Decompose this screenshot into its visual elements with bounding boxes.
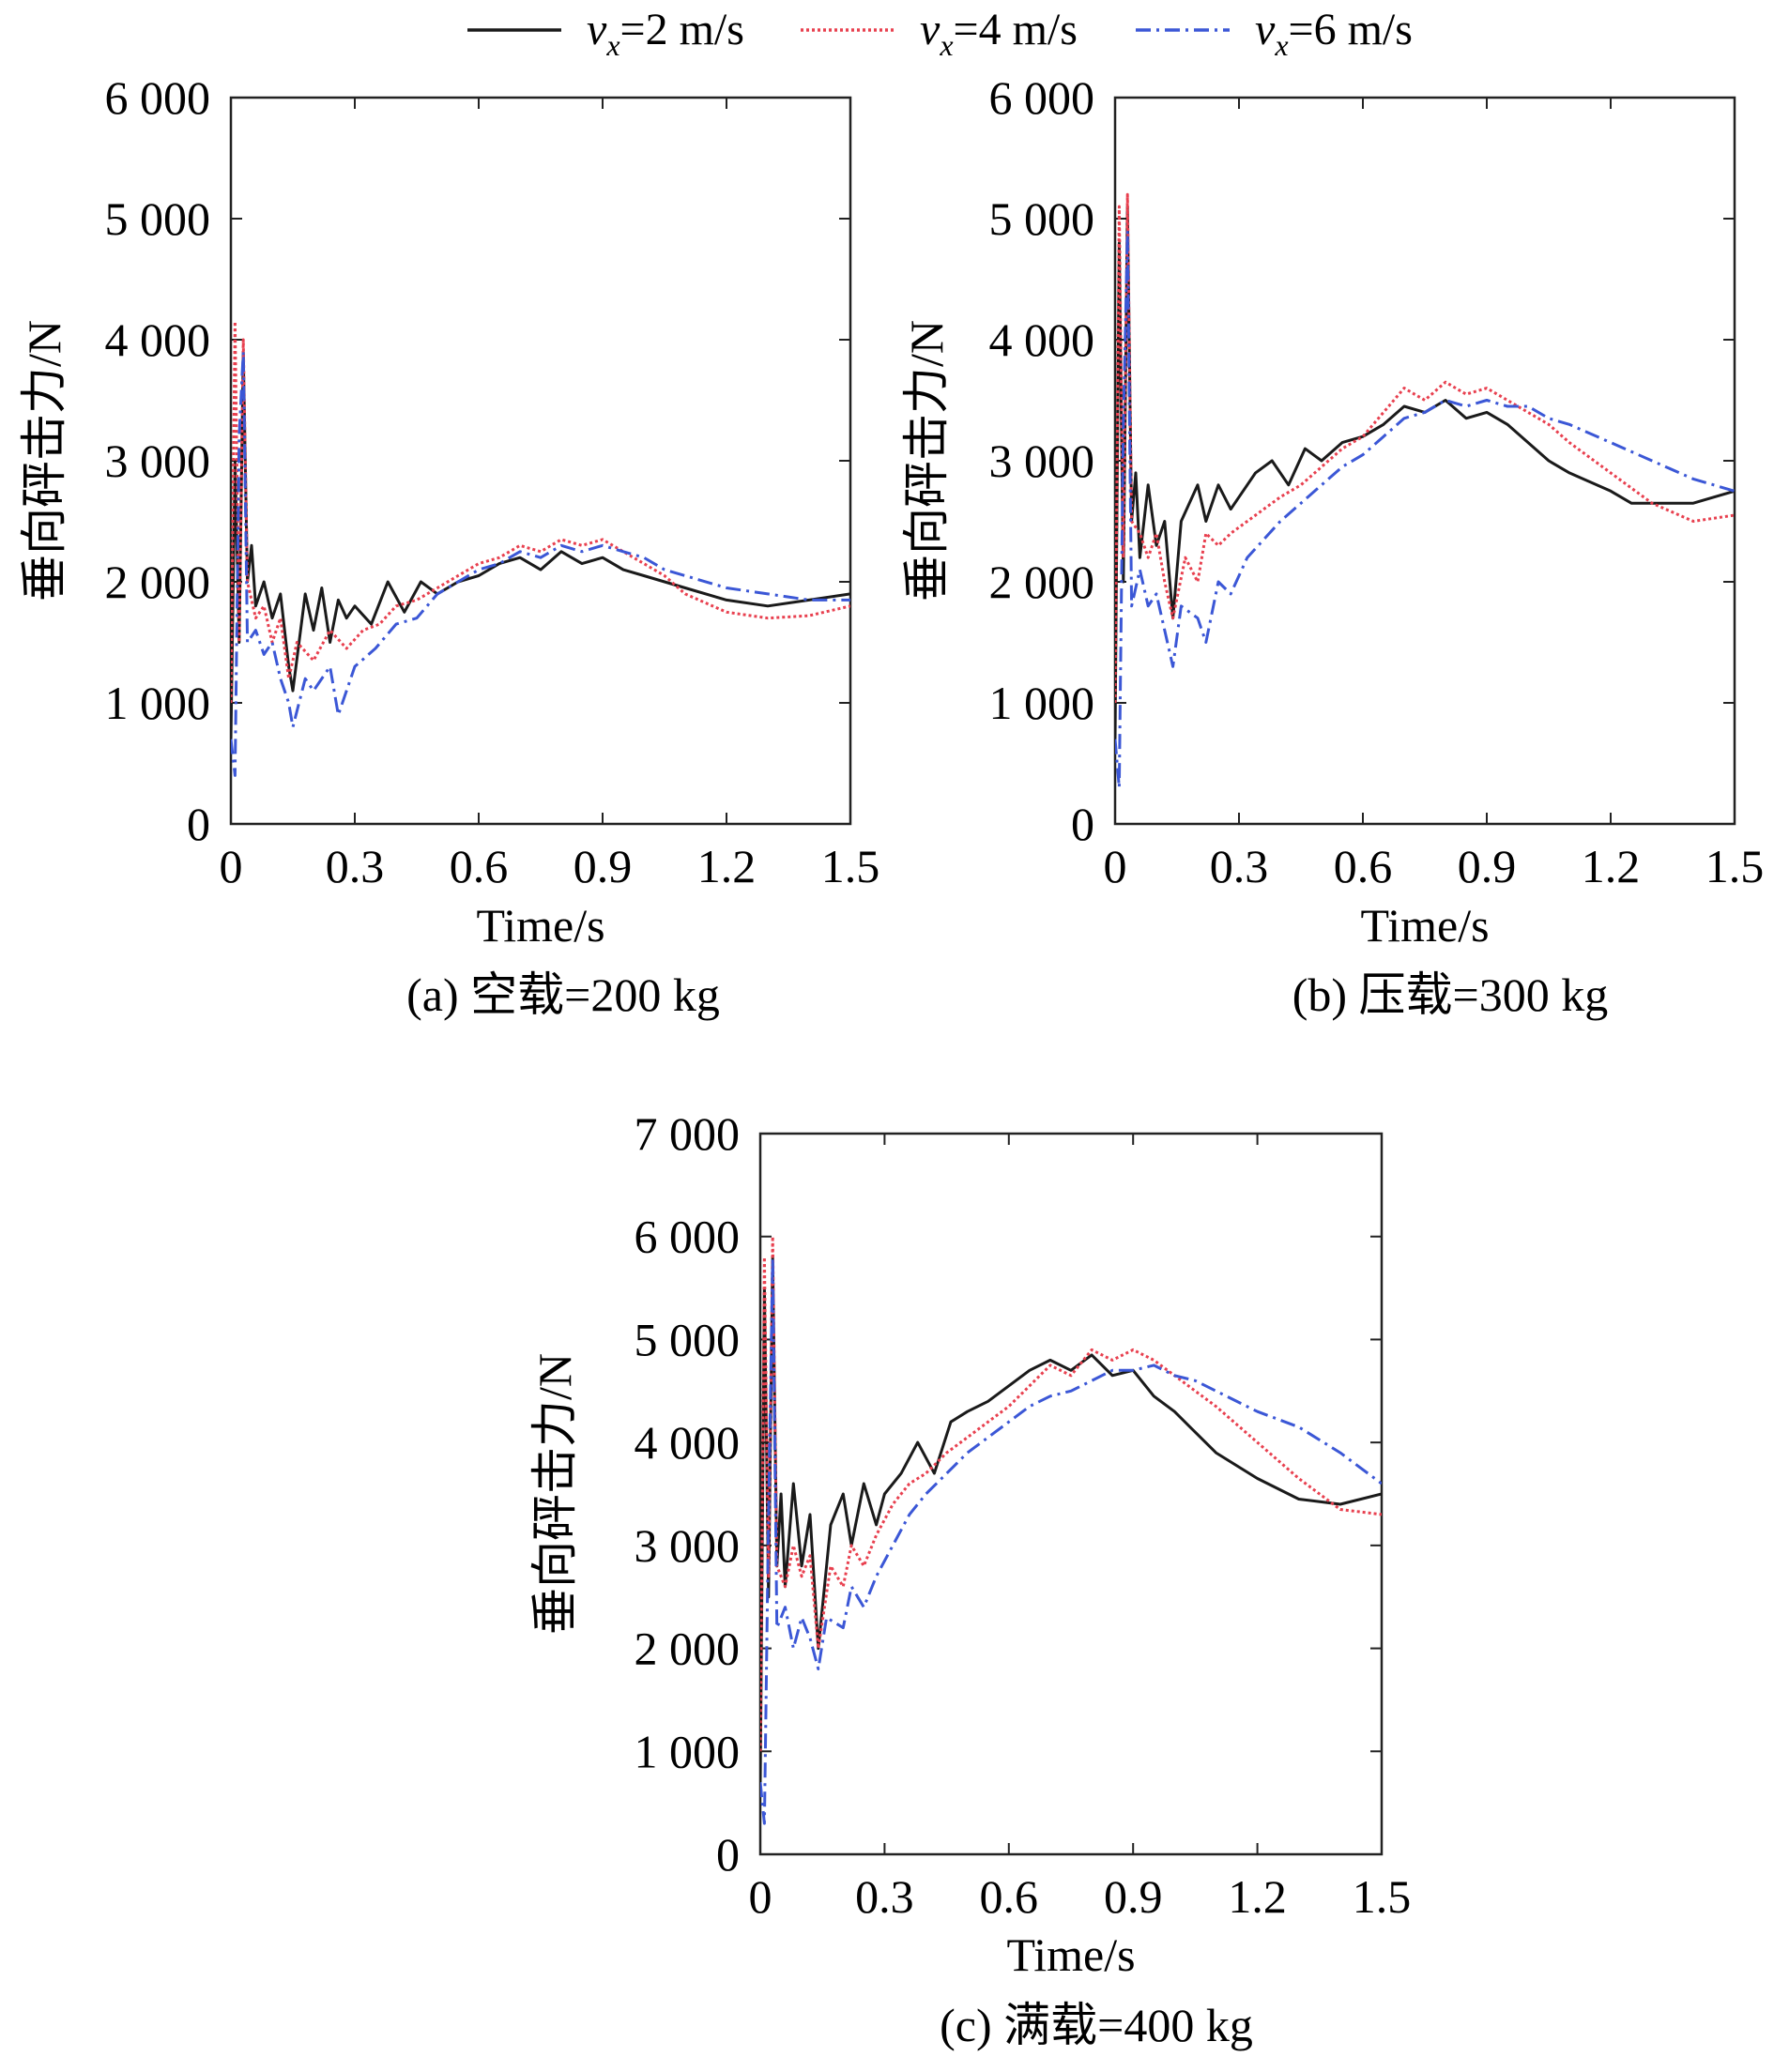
- series-line-b-1: [1115, 205, 1735, 739]
- legend-label-2: vx=4 m/s: [920, 5, 1078, 62]
- legend-sub: x: [605, 28, 619, 62]
- caption-c: (c) 满载=400 kg: [940, 1999, 1253, 2051]
- x-tick-label: 1.5: [1705, 840, 1765, 892]
- y-axis-title-c: 垂向砰击力/N: [528, 1353, 581, 1635]
- series-line-a-1: [231, 350, 850, 739]
- x-tick-label: 0.3: [326, 840, 385, 892]
- plot-frame-a: [229, 96, 852, 826]
- caption-b: (b) 压载=300 kg: [1292, 968, 1609, 1021]
- x-tick-label: 0.9: [1104, 1870, 1163, 1923]
- x-tick-label: 0: [749, 1870, 772, 1923]
- legend-var: v: [587, 5, 607, 54]
- y-tick-label: 0: [1071, 798, 1094, 850]
- y-tick-label: 0: [187, 798, 210, 850]
- x-axis-title-c: Time/s: [1006, 1928, 1135, 1981]
- y-tick-label: 2 000: [635, 1623, 741, 1675]
- y-tick-label: 2 000: [989, 556, 1095, 608]
- y-tick-label: 7 000: [635, 1107, 741, 1160]
- y-tick-label: 4 000: [635, 1416, 741, 1469]
- legend-label-1: vx=2 m/s: [587, 5, 744, 62]
- series-line-b-2: [1115, 192, 1735, 704]
- legend-rest: =2 m/s: [620, 5, 744, 54]
- x-tick-label: 1.2: [1582, 840, 1641, 892]
- series-group: [760, 1235, 1382, 1825]
- x-tick-label: 1.2: [697, 840, 757, 892]
- x-tick-label: 1.2: [1228, 1870, 1287, 1923]
- y-axis-title-b: 垂向砰击力/N: [900, 320, 953, 602]
- y-tick-label: 6 000: [989, 71, 1095, 124]
- x-tick-label: 0.6: [1334, 840, 1393, 892]
- legend-sub: x: [939, 28, 953, 62]
- x-tick-label: 1.5: [1353, 1870, 1412, 1923]
- y-tick-label: 1 000: [105, 677, 211, 729]
- y-tick-label: 5 000: [635, 1313, 741, 1365]
- y-tick-label: 6 000: [105, 71, 211, 124]
- y-axis-title-a: 垂向砰击力/N: [18, 320, 70, 602]
- y-tick-label: 0: [716, 1828, 740, 1881]
- legend-var: v: [920, 5, 941, 54]
- plot-frame-b: [1113, 96, 1736, 826]
- x-tick-label: 0.3: [1210, 840, 1269, 892]
- chart-panel-c: 0 0.3 0.6 0.9 1.2 1.5 0 1 000 2 000 3 000 4 000 5 0…: [528, 1107, 1411, 2051]
- caption-a: (a) 空载=200 kg: [406, 968, 720, 1021]
- x-tick-label: 0.3: [855, 1870, 914, 1923]
- series-line-b-3: [1115, 229, 1735, 789]
- chart-panel-a: 0 0.3 0.6 0.9 1.2 1.5 0 1 000 2 000 3 000 4 000 5 0…: [18, 71, 879, 1021]
- legend-sub: x: [1274, 28, 1288, 62]
- y-tick-label: 1 000: [635, 1725, 741, 1777]
- series-group: [231, 320, 850, 777]
- legend: vx=2 m/s vx=4 m/s vx=6 m/s: [467, 5, 1413, 62]
- chart-panel-b: 0 0.3 0.6 0.9 1.2 1.5 0 1 000 2 000 3 000 4 000 5 0…: [900, 71, 1764, 1021]
- y-tick-label: 5 000: [989, 192, 1095, 245]
- series-line-a-3: [231, 350, 850, 777]
- y-tick-label: 3 000: [105, 434, 211, 487]
- series-line-a-2: [231, 320, 850, 704]
- series-line-c-2: [760, 1235, 1382, 1752]
- y-tick-label: 3 000: [989, 434, 1095, 487]
- x-tick-label: 0.9: [1458, 840, 1517, 892]
- series-line-c-3: [760, 1256, 1382, 1825]
- y-tick-label: 1 000: [989, 677, 1095, 729]
- y-tick-label: 5 000: [105, 192, 211, 245]
- x-axis-title-b: Time/s: [1360, 899, 1489, 952]
- x-tick-label: 1.5: [821, 840, 880, 892]
- series-line-c-1: [760, 1256, 1382, 1783]
- x-tick-label: 0: [220, 840, 243, 892]
- legend-rest: =4 m/s: [954, 5, 1078, 54]
- x-tick-label: 0.6: [450, 840, 509, 892]
- y-tick-label: 4 000: [105, 313, 211, 366]
- legend-var: v: [1255, 5, 1276, 54]
- x-tick-label: 0.6: [980, 1870, 1039, 1923]
- y-tick-label: 3 000: [635, 1519, 741, 1572]
- series-group: [1115, 192, 1735, 789]
- y-tick-label: 4 000: [989, 313, 1095, 366]
- y-tick-label: 2 000: [105, 556, 211, 608]
- y-tick-label: 6 000: [635, 1211, 741, 1263]
- x-tick-label: 0: [1104, 840, 1127, 892]
- legend-rest: =6 m/s: [1289, 5, 1413, 54]
- legend-label-3: vx=6 m/s: [1255, 5, 1413, 62]
- x-axis-title-a: Time/s: [476, 899, 604, 952]
- x-tick-label: 0.9: [573, 840, 633, 892]
